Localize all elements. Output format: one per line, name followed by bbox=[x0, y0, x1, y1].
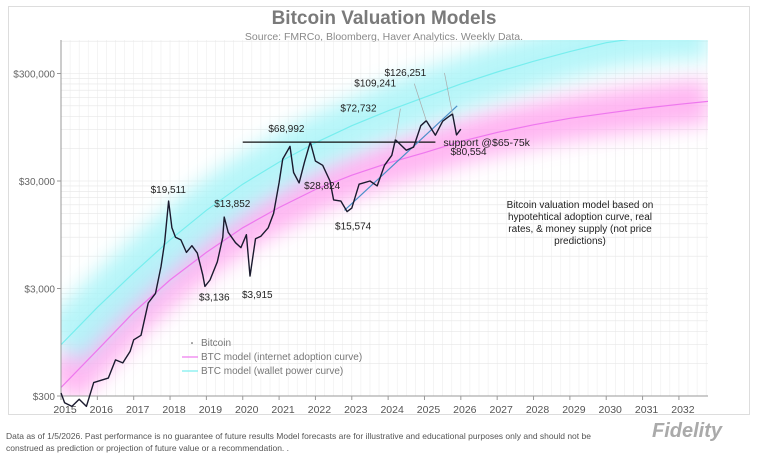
model-note: Bitcoin valuation model based on hypoteht… bbox=[507, 200, 654, 247]
y-tick-label: $30,000 bbox=[19, 177, 56, 188]
model-note-line: Bitcoin valuation model based on bbox=[507, 200, 654, 211]
footer-disclaimer: Data as of 1/5/2026. Past performance is… bbox=[6, 431, 591, 453]
x-tick-label: 2020 bbox=[235, 404, 259, 416]
annotation-label: $13,852 bbox=[214, 199, 251, 210]
x-tick-label: 2021 bbox=[271, 404, 295, 416]
chart-frame bbox=[8, 6, 750, 415]
annotation-label: $80,554 bbox=[450, 147, 487, 158]
bitcoin-price-line bbox=[60, 113, 462, 408]
model-note-line: hypotehtical adoption curve, real bbox=[508, 212, 652, 223]
legend-entry: BTC model (internet adoption curve) bbox=[201, 352, 362, 363]
x-tick-label: 2022 bbox=[308, 404, 332, 416]
trend-line bbox=[344, 105, 458, 211]
annotation-leader bbox=[395, 108, 401, 140]
chart-title: Bitcoin Valuation Models bbox=[271, 8, 497, 29]
y-tick-label: $300 bbox=[33, 392, 56, 403]
model-line-wallet bbox=[61, 40, 629, 346]
annotation-label: $68,992 bbox=[268, 124, 305, 135]
x-tick-label: 2028 bbox=[526, 404, 550, 416]
x-tick-label: 2032 bbox=[671, 404, 695, 416]
annotation-label: $3,915 bbox=[242, 290, 273, 301]
x-tick-label: 2023 bbox=[344, 404, 368, 416]
x-tick-label: 2016 bbox=[90, 404, 114, 416]
annotation-label: $19,511 bbox=[151, 185, 187, 196]
support-label: support @$65-75k bbox=[443, 137, 530, 149]
x-tick-label: 2025 bbox=[417, 404, 441, 416]
y-tick-label: $300,000 bbox=[13, 70, 55, 81]
annotation-label: $72,732 bbox=[340, 104, 377, 115]
annotation-leader bbox=[413, 83, 427, 121]
annotation-leader bbox=[444, 72, 453, 114]
legend-marker-bitcoin bbox=[191, 342, 193, 344]
x-tick-label: 2019 bbox=[199, 404, 223, 416]
annotation-label: $109,241 bbox=[354, 79, 396, 90]
model-bands bbox=[61, 40, 708, 396]
model-line-adoption bbox=[61, 100, 708, 388]
legend-entry: Bitcoin bbox=[201, 338, 231, 349]
chart-subtitle: Source: FMRCo, Bloomberg, Haver Analytic… bbox=[244, 31, 524, 43]
x-tick-label: 2017 bbox=[126, 404, 150, 416]
annotation-label: $15,574 bbox=[335, 222, 372, 233]
x-tick-label: 2027 bbox=[490, 404, 514, 416]
plot-area: $300 $3,000 $30,000 $300,000 2015 2016 2017 201… bbox=[13, 40, 708, 416]
x-tick-label: 2026 bbox=[453, 404, 477, 416]
legend-entry: BTC model (wallet power curve) bbox=[201, 366, 343, 377]
annotation-label: $28,824 bbox=[304, 181, 341, 192]
x-tick-label: 2030 bbox=[599, 404, 623, 416]
y-tick-label: $3,000 bbox=[24, 285, 55, 296]
fidelity-logo: Fidelity bbox=[652, 420, 723, 442]
x-tick-label: 2031 bbox=[635, 404, 659, 416]
x-tick-label: 2024 bbox=[380, 404, 404, 416]
x-tick-label: 2029 bbox=[562, 404, 586, 416]
x-tick-label: 2018 bbox=[162, 404, 186, 416]
legend: Bitcoin BTC model (internet adoption curv… bbox=[182, 338, 362, 377]
model-note-line: predictions) bbox=[554, 236, 606, 247]
annotation-label: $3,136 bbox=[199, 292, 230, 303]
x-tick-label: 2015 bbox=[53, 404, 77, 416]
annotation-label: $126,251 bbox=[384, 68, 426, 79]
model-note-line: rates, & money supply (not price bbox=[508, 224, 652, 235]
